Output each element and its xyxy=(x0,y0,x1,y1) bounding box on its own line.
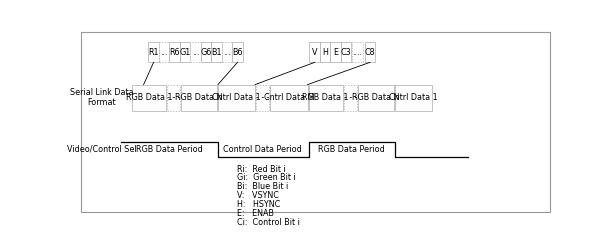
Bar xyxy=(341,42,351,62)
Text: E:   ENAB: E: ENAB xyxy=(237,209,274,218)
Text: RGB Data Period: RGB Data Period xyxy=(318,145,385,154)
Text: Cntrl Data 1: Cntrl Data 1 xyxy=(389,93,438,102)
Bar xyxy=(169,42,180,62)
Bar xyxy=(212,42,222,62)
Text: Cntrl Data 1: Cntrl Data 1 xyxy=(212,93,261,102)
Text: Bi:  Blue Bit i: Bi: Blue Bit i xyxy=(237,182,288,191)
Bar xyxy=(309,42,320,62)
Text: V:   VSYNC: V: VSYNC xyxy=(237,191,279,200)
Text: RGB Data Period: RGB Data Period xyxy=(136,145,203,154)
Text: Control Data Period: Control Data Period xyxy=(223,145,301,154)
Bar xyxy=(365,42,375,62)
Text: Video/Control Sel: Video/Control Sel xyxy=(67,144,137,153)
Bar xyxy=(222,42,232,62)
Bar xyxy=(330,42,341,62)
Text: RGB Data N: RGB Data N xyxy=(352,93,400,102)
Text: G6: G6 xyxy=(200,48,212,57)
Text: ...: ... xyxy=(161,48,168,57)
Text: V: V xyxy=(312,48,317,57)
Text: B6: B6 xyxy=(232,48,243,57)
Text: C8: C8 xyxy=(365,48,375,57)
Bar xyxy=(309,85,343,111)
Text: ...: ... xyxy=(223,48,231,57)
Text: - - -: - - - xyxy=(256,93,269,102)
Text: ....: .... xyxy=(352,48,363,57)
Text: R1: R1 xyxy=(148,48,159,57)
Text: Cntrl Data M: Cntrl Data M xyxy=(264,93,314,102)
Bar xyxy=(132,85,166,111)
Text: - - -: - - - xyxy=(167,93,180,102)
Bar xyxy=(159,42,169,62)
Bar xyxy=(232,42,243,62)
Text: - - -: - - - xyxy=(344,93,357,102)
Text: H:   HSYNC: H: HSYNC xyxy=(237,200,280,209)
Text: ...: ... xyxy=(192,48,199,57)
Text: RGB Data 1: RGB Data 1 xyxy=(303,93,349,102)
Text: Ri:  Red Bit i: Ri: Red Bit i xyxy=(237,165,285,174)
Text: H: H xyxy=(322,48,328,57)
Text: C3: C3 xyxy=(341,48,352,57)
Text: E: E xyxy=(333,48,338,57)
Bar xyxy=(256,85,269,111)
Text: G1: G1 xyxy=(180,48,191,57)
Bar xyxy=(344,85,357,111)
Bar xyxy=(167,85,180,111)
Text: Gi:  Green Bit i: Gi: Green Bit i xyxy=(237,174,295,182)
Text: Serial Link Data
Format: Serial Link Data Format xyxy=(70,88,133,107)
Bar xyxy=(395,85,432,111)
Text: RGB Data N: RGB Data N xyxy=(175,93,223,102)
Bar xyxy=(181,85,217,111)
Bar xyxy=(358,85,394,111)
Bar xyxy=(352,42,363,62)
Text: RGB Data 1: RGB Data 1 xyxy=(125,93,172,102)
Bar xyxy=(148,42,159,62)
Bar xyxy=(218,85,255,111)
Bar xyxy=(190,42,200,62)
Text: R6: R6 xyxy=(169,48,180,57)
Bar xyxy=(320,42,330,62)
Text: B1: B1 xyxy=(212,48,222,57)
Text: Ci:  Control Bit i: Ci: Control Bit i xyxy=(237,218,300,227)
Bar xyxy=(200,42,212,62)
Bar xyxy=(180,42,190,62)
Bar xyxy=(271,85,308,111)
